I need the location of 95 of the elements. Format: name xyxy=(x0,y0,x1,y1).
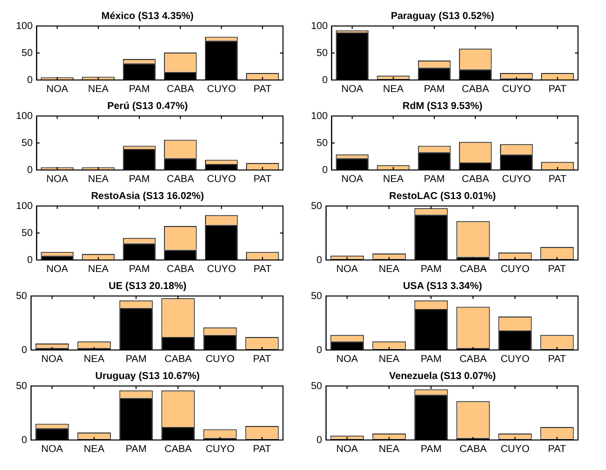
x-tick-label: CABA xyxy=(166,84,194,95)
x-tick-label: NOA xyxy=(46,174,68,185)
x-tick-label: NEA xyxy=(378,444,400,455)
y-tick-label: 0 xyxy=(322,164,328,176)
x-tick-label: NEA xyxy=(88,84,109,95)
y-tick-label: 0 xyxy=(316,254,323,266)
x-tick-label: NOA xyxy=(336,264,358,275)
x-tick-label: PAM xyxy=(420,264,442,275)
x-tick-label: CABA xyxy=(462,84,490,95)
y-tick-label: 0 xyxy=(22,434,28,446)
x-tick-label: CABA xyxy=(459,444,487,455)
chart-title: RestoLAC (S13 0.01%) xyxy=(389,190,496,202)
x-tick-label: PAM xyxy=(126,444,147,455)
x-tick-label: CUYO xyxy=(502,174,532,185)
y-tick-label: 0 xyxy=(22,344,28,356)
x-tick-label: CUYO xyxy=(206,264,236,275)
x-tick-label: CUYO xyxy=(500,354,530,365)
y-tick-label: 0 xyxy=(322,74,328,86)
x-tick-label: NEA xyxy=(84,444,105,455)
x-tick-label: CABA xyxy=(164,354,192,365)
x-tick-label: CUYO xyxy=(500,264,530,275)
x-tick-label: CUYO xyxy=(206,84,236,95)
x-tick-label: NOA xyxy=(341,84,364,95)
x-tick-label: NOA xyxy=(336,354,358,365)
x-tick-label: CABA xyxy=(164,444,192,455)
y-tick-label: 0 xyxy=(27,164,34,176)
y-tick-label: 100 xyxy=(16,20,34,32)
x-tick-label: PAT xyxy=(548,444,566,455)
x-tick-label: PAT xyxy=(548,84,566,95)
x-tick-label: PAM xyxy=(424,84,445,95)
x-tick-label: NOA xyxy=(46,84,68,95)
y-tick-label: 100 xyxy=(16,200,34,212)
chart-title: Paraguay (S13 0.52%) xyxy=(390,10,494,22)
y-tick-label: 0 xyxy=(316,434,323,446)
x-tick-label: PAT xyxy=(548,354,566,365)
y-tick-label: 50 xyxy=(22,228,34,239)
chart-title: RestoAsia (S13 16.02%) xyxy=(91,190,204,202)
x-tick-label: PAM xyxy=(420,444,442,455)
y-tick-label: 100 xyxy=(310,20,328,32)
x-tick-label: PAT xyxy=(253,174,272,185)
y-tick-label: 50 xyxy=(16,380,28,392)
y-tick-label: 50 xyxy=(316,48,328,59)
y-tick-label: 50 xyxy=(311,380,323,392)
y-tick-label: 50 xyxy=(22,138,34,149)
chart-title: México (S13 4.35%) xyxy=(101,10,194,22)
x-tick-label: NOA xyxy=(41,354,64,365)
x-tick-label: NEA xyxy=(378,264,400,275)
x-tick-label: CUYO xyxy=(502,84,532,95)
chart-title: Venezuela (S13 0.07%) xyxy=(389,370,496,382)
x-tick-label: PAT xyxy=(253,444,271,455)
x-tick-label: PAT xyxy=(253,354,271,365)
y-tick-label: 50 xyxy=(311,290,323,302)
y-tick-label: 0 xyxy=(27,74,34,86)
x-tick-label: CABA xyxy=(166,174,194,185)
x-tick-label: PAT xyxy=(548,174,566,185)
x-tick-label: NOA xyxy=(46,264,68,275)
x-tick-label: CUYO xyxy=(206,174,236,185)
x-tick-label: NOA xyxy=(41,444,64,455)
x-tick-label: PAM xyxy=(128,84,150,95)
x-tick-label: CUYO xyxy=(206,444,235,455)
y-tick-label: 0 xyxy=(27,254,34,266)
x-tick-label: PAM xyxy=(424,174,445,185)
x-tick-label: CABA xyxy=(462,174,490,185)
x-tick-label: CABA xyxy=(459,264,487,275)
x-tick-label: PAT xyxy=(253,84,272,95)
x-tick-label: CABA xyxy=(459,354,487,365)
y-tick-label: 50 xyxy=(311,200,323,212)
x-tick-label: NEA xyxy=(88,174,109,185)
chart-title: Uruguay (S13 10.67%) xyxy=(95,370,200,382)
x-tick-label: CUYO xyxy=(206,354,235,365)
y-tick-label: 50 xyxy=(316,138,328,149)
x-tick-label: PAM xyxy=(126,354,147,365)
x-tick-label: PAM xyxy=(420,354,442,365)
y-tick-label: 100 xyxy=(16,110,34,122)
x-tick-label: NEA xyxy=(88,264,109,275)
x-tick-label: CABA xyxy=(166,264,194,275)
chart-title: USA (S13 3.34%) xyxy=(402,280,482,292)
x-tick-label: PAM xyxy=(128,174,150,185)
x-tick-label: PAT xyxy=(253,264,272,275)
chart-title: UE (S13 20.18%) xyxy=(108,280,186,292)
x-tick-label: NEA xyxy=(378,354,400,365)
chart-title: Perú (S13 0.47%) xyxy=(107,100,188,112)
chart-title: RdM (S13 9.53%) xyxy=(402,100,483,112)
x-tick-label: CUYO xyxy=(500,444,530,455)
y-tick-label: 100 xyxy=(310,110,328,122)
x-tick-label: NEA xyxy=(382,174,404,185)
x-tick-label: NEA xyxy=(382,84,404,95)
x-tick-label: NOA xyxy=(341,174,364,185)
y-tick-label: 0 xyxy=(316,344,323,356)
x-tick-label: PAM xyxy=(128,264,150,275)
x-tick-label: PAT xyxy=(548,264,566,275)
x-tick-label: NEA xyxy=(84,354,105,365)
y-tick-label: 50 xyxy=(16,290,28,302)
y-tick-label: 50 xyxy=(22,48,34,59)
x-tick-label: NOA xyxy=(336,444,358,455)
